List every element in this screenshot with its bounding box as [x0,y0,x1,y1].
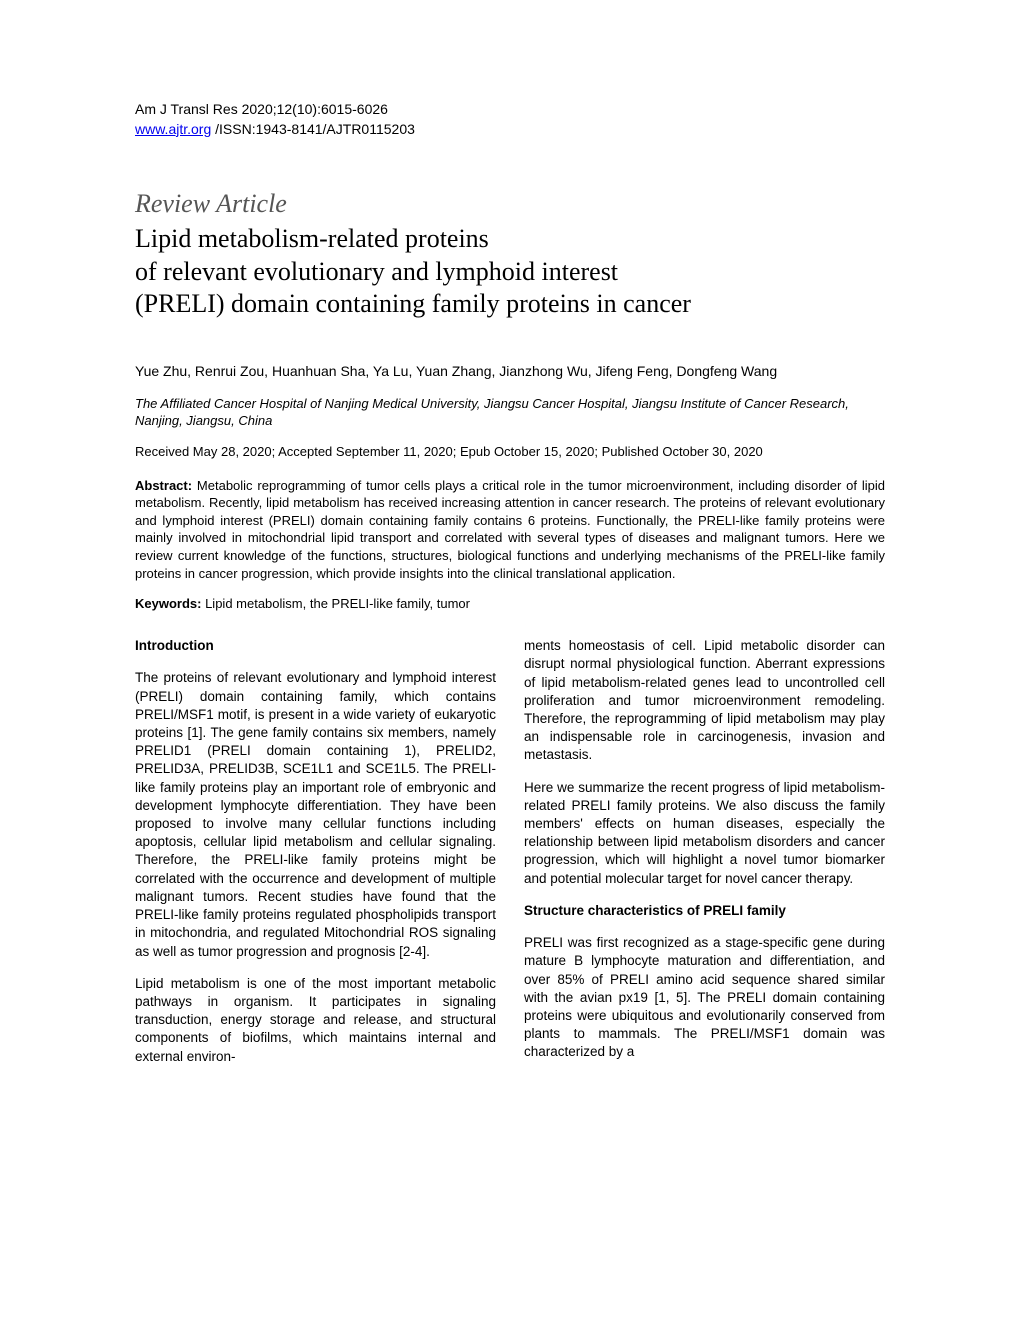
section-heading-structure: Structure characteristics of PRELI famil… [524,902,885,920]
right-column: ments homeostasis of cell. Lipid metabol… [524,637,885,1066]
paragraph: PRELI was first recognized as a stage-sp… [524,934,885,1062]
keywords-label: Keywords: [135,596,201,611]
keywords-block: Keywords: Lipid metabolism, the PRELI-li… [135,596,885,611]
body-columns: Introduction The proteins of relevant ev… [135,637,885,1066]
journal-citation: Am J Transl Res 2020;12(10):6015-6026 [135,101,388,117]
authors-list: Yue Zhu, Renrui Zou, Huanhuan Sha, Ya Lu… [135,363,885,379]
paragraph: ments homeostasis of cell. Lipid metabol… [524,637,885,765]
issn-text: /ISSN:1943-8141/AJTR0115203 [211,121,415,137]
left-column: Introduction The proteins of relevant ev… [135,637,496,1066]
title-line-3: (PRELI) domain containing family protein… [135,289,691,318]
paragraph: Here we summarize the recent progress of… [524,779,885,888]
keywords-text: Lipid metabolism, the PRELI-like family,… [201,596,470,611]
journal-reference: Am J Transl Res 2020;12(10):6015-6026 ww… [135,100,885,139]
article-title: Lipid metabolism-related proteins of rel… [135,223,885,321]
title-line-1: Lipid metabolism-related proteins [135,224,489,253]
article-type: Review Article [135,189,885,219]
abstract-label: Abstract: [135,478,192,493]
paragraph: Lipid metabolism is one of the most impo… [135,975,496,1066]
journal-link[interactable]: www.ajtr.org [135,121,211,137]
abstract-block: Abstract: Metabolic reprogramming of tum… [135,477,885,582]
section-heading-introduction: Introduction [135,637,496,655]
abstract-text: Metabolic reprogramming of tumor cells p… [135,478,885,581]
title-line-2: of relevant evolutionary and lymphoid in… [135,257,618,286]
affiliation: The Affiliated Cancer Hospital of Nanjin… [135,395,885,430]
paragraph: The proteins of relevant evolutionary an… [135,669,496,961]
publication-dates: Received May 28, 2020; Accepted Septembe… [135,444,885,459]
